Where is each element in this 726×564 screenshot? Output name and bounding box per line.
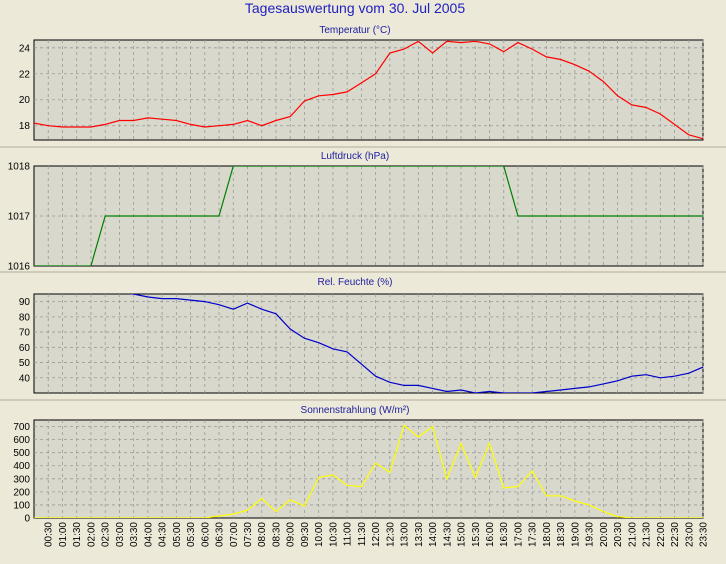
- y-tick-label: 18: [19, 121, 31, 132]
- x-tick-label: 18:30: [556, 522, 567, 547]
- x-axis: 00:30 01:00 01:30 02:00 02:30 03:00 03:30 04:00…: [44, 522, 710, 547]
- x-tick-label: 21:30: [642, 522, 653, 547]
- y-tick-label: 1017: [8, 212, 31, 223]
- chart-panel-1: Temperatur (°C) 18 20 22 24: [0, 25, 726, 148]
- y-tick-label: 100: [13, 500, 30, 511]
- plot-area: [33, 293, 704, 394]
- x-tick-label: 17:30: [528, 522, 539, 547]
- panel-title: Sonnenstrahlung (W/m²): [301, 405, 410, 416]
- x-tick-label: 12:30: [385, 522, 396, 547]
- x-tick-label: 17:00: [514, 522, 525, 547]
- x-tick-label: 01:30: [72, 522, 83, 547]
- x-tick-label: 06:00: [200, 522, 211, 547]
- x-tick-label: 03:00: [115, 522, 126, 547]
- x-tick-label: 11:30: [357, 522, 368, 547]
- series-line: [34, 40, 703, 140]
- series-line: [127, 294, 703, 393]
- x-tick-label: 19:00: [570, 522, 581, 547]
- y-tick-label: 700: [13, 422, 30, 433]
- x-tick-label: 14:30: [442, 522, 453, 547]
- x-tick-label: 20:00: [599, 522, 610, 547]
- x-tick-label: 10:30: [328, 522, 339, 547]
- x-tick-label: 23:30: [699, 522, 710, 547]
- x-tick-label: 03:30: [129, 522, 140, 547]
- x-tick-label: 04:30: [158, 522, 169, 547]
- y-tick-label: 80: [19, 312, 31, 323]
- x-tick-label: 16:00: [485, 522, 496, 547]
- x-tick-label: 19:30: [585, 522, 596, 547]
- x-tick-label: 10:00: [314, 522, 325, 547]
- x-tick-label: 08:00: [257, 522, 268, 547]
- y-tick-label: 400: [13, 461, 30, 472]
- y-tick-label: 70: [19, 328, 31, 339]
- x-tick-label: 09:00: [286, 522, 297, 547]
- y-tick-label: 22: [19, 69, 31, 80]
- y-tick-label: 90: [19, 297, 31, 308]
- panel-title: Rel. Feuchte (%): [317, 277, 392, 288]
- x-tick-label: 12:00: [371, 522, 382, 547]
- x-tick-label: 07:30: [243, 522, 254, 547]
- x-tick-label: 05:30: [186, 522, 197, 547]
- x-tick-label: 02:00: [86, 522, 97, 547]
- x-tick-label: 23:00: [684, 522, 695, 547]
- x-tick-label: 11:00: [343, 522, 354, 547]
- x-tick-label: 07:00: [229, 522, 240, 547]
- x-tick-label: 13:00: [400, 522, 411, 547]
- y-tick-label: 1018: [8, 162, 31, 173]
- x-tick-label: 22:30: [670, 522, 681, 547]
- x-tick-label: 01:00: [58, 522, 69, 547]
- y-tick-label: 600: [13, 435, 30, 446]
- panel-title: Luftdruck (hPa): [321, 151, 389, 162]
- y-tick-label: 24: [19, 43, 31, 54]
- x-tick-label: 18:00: [542, 522, 553, 547]
- x-tick-label: 21:00: [627, 522, 638, 547]
- y-tick-label: 50: [19, 358, 31, 369]
- x-tick-label: 05:00: [172, 522, 183, 547]
- chart-panel-3: Rel. Feuchte (%) 40 50 60 70 80 90: [0, 277, 726, 401]
- y-tick-label: 1016: [8, 262, 31, 273]
- main-title: Tagesauswertung vom 30. Jul 2005: [245, 0, 465, 16]
- x-tick-label: 04:00: [143, 522, 154, 547]
- series-line: [34, 166, 703, 266]
- x-tick-label: 22:00: [656, 522, 667, 547]
- x-tick-label: 00:30: [44, 522, 55, 547]
- x-tick-label: 20:30: [613, 522, 624, 547]
- y-tick-label: 20: [19, 95, 31, 106]
- x-tick-label: 02:30: [101, 522, 112, 547]
- y-tick-label: 300: [13, 474, 30, 485]
- chart-panel-4: Sonnenstrahlung (W/m²) 0 100 200 300 400 500 60…: [13, 405, 704, 525]
- x-tick-label: 14:00: [428, 522, 439, 547]
- series-line: [34, 424, 703, 518]
- panel-title: Temperatur (°C): [319, 25, 390, 36]
- x-tick-label: 08:30: [272, 522, 283, 547]
- x-tick-label: 06:30: [215, 522, 226, 547]
- chart-panel-2: Luftdruck (hPa) 1016 1017 1018: [0, 151, 726, 273]
- x-tick-label: 15:30: [471, 522, 482, 547]
- plot-area: [33, 419, 704, 519]
- y-tick-label: 40: [19, 373, 31, 384]
- y-tick-label: 500: [13, 448, 30, 459]
- x-tick-label: 09:30: [300, 522, 311, 547]
- x-tick-label: 16:30: [499, 522, 510, 547]
- y-tick-label: 60: [19, 343, 31, 354]
- y-tick-label: 0: [24, 514, 30, 525]
- plot-area: [33, 39, 704, 141]
- x-tick-label: 15:00: [457, 522, 468, 547]
- x-tick-label: 13:30: [414, 522, 425, 547]
- y-tick-label: 200: [13, 487, 30, 498]
